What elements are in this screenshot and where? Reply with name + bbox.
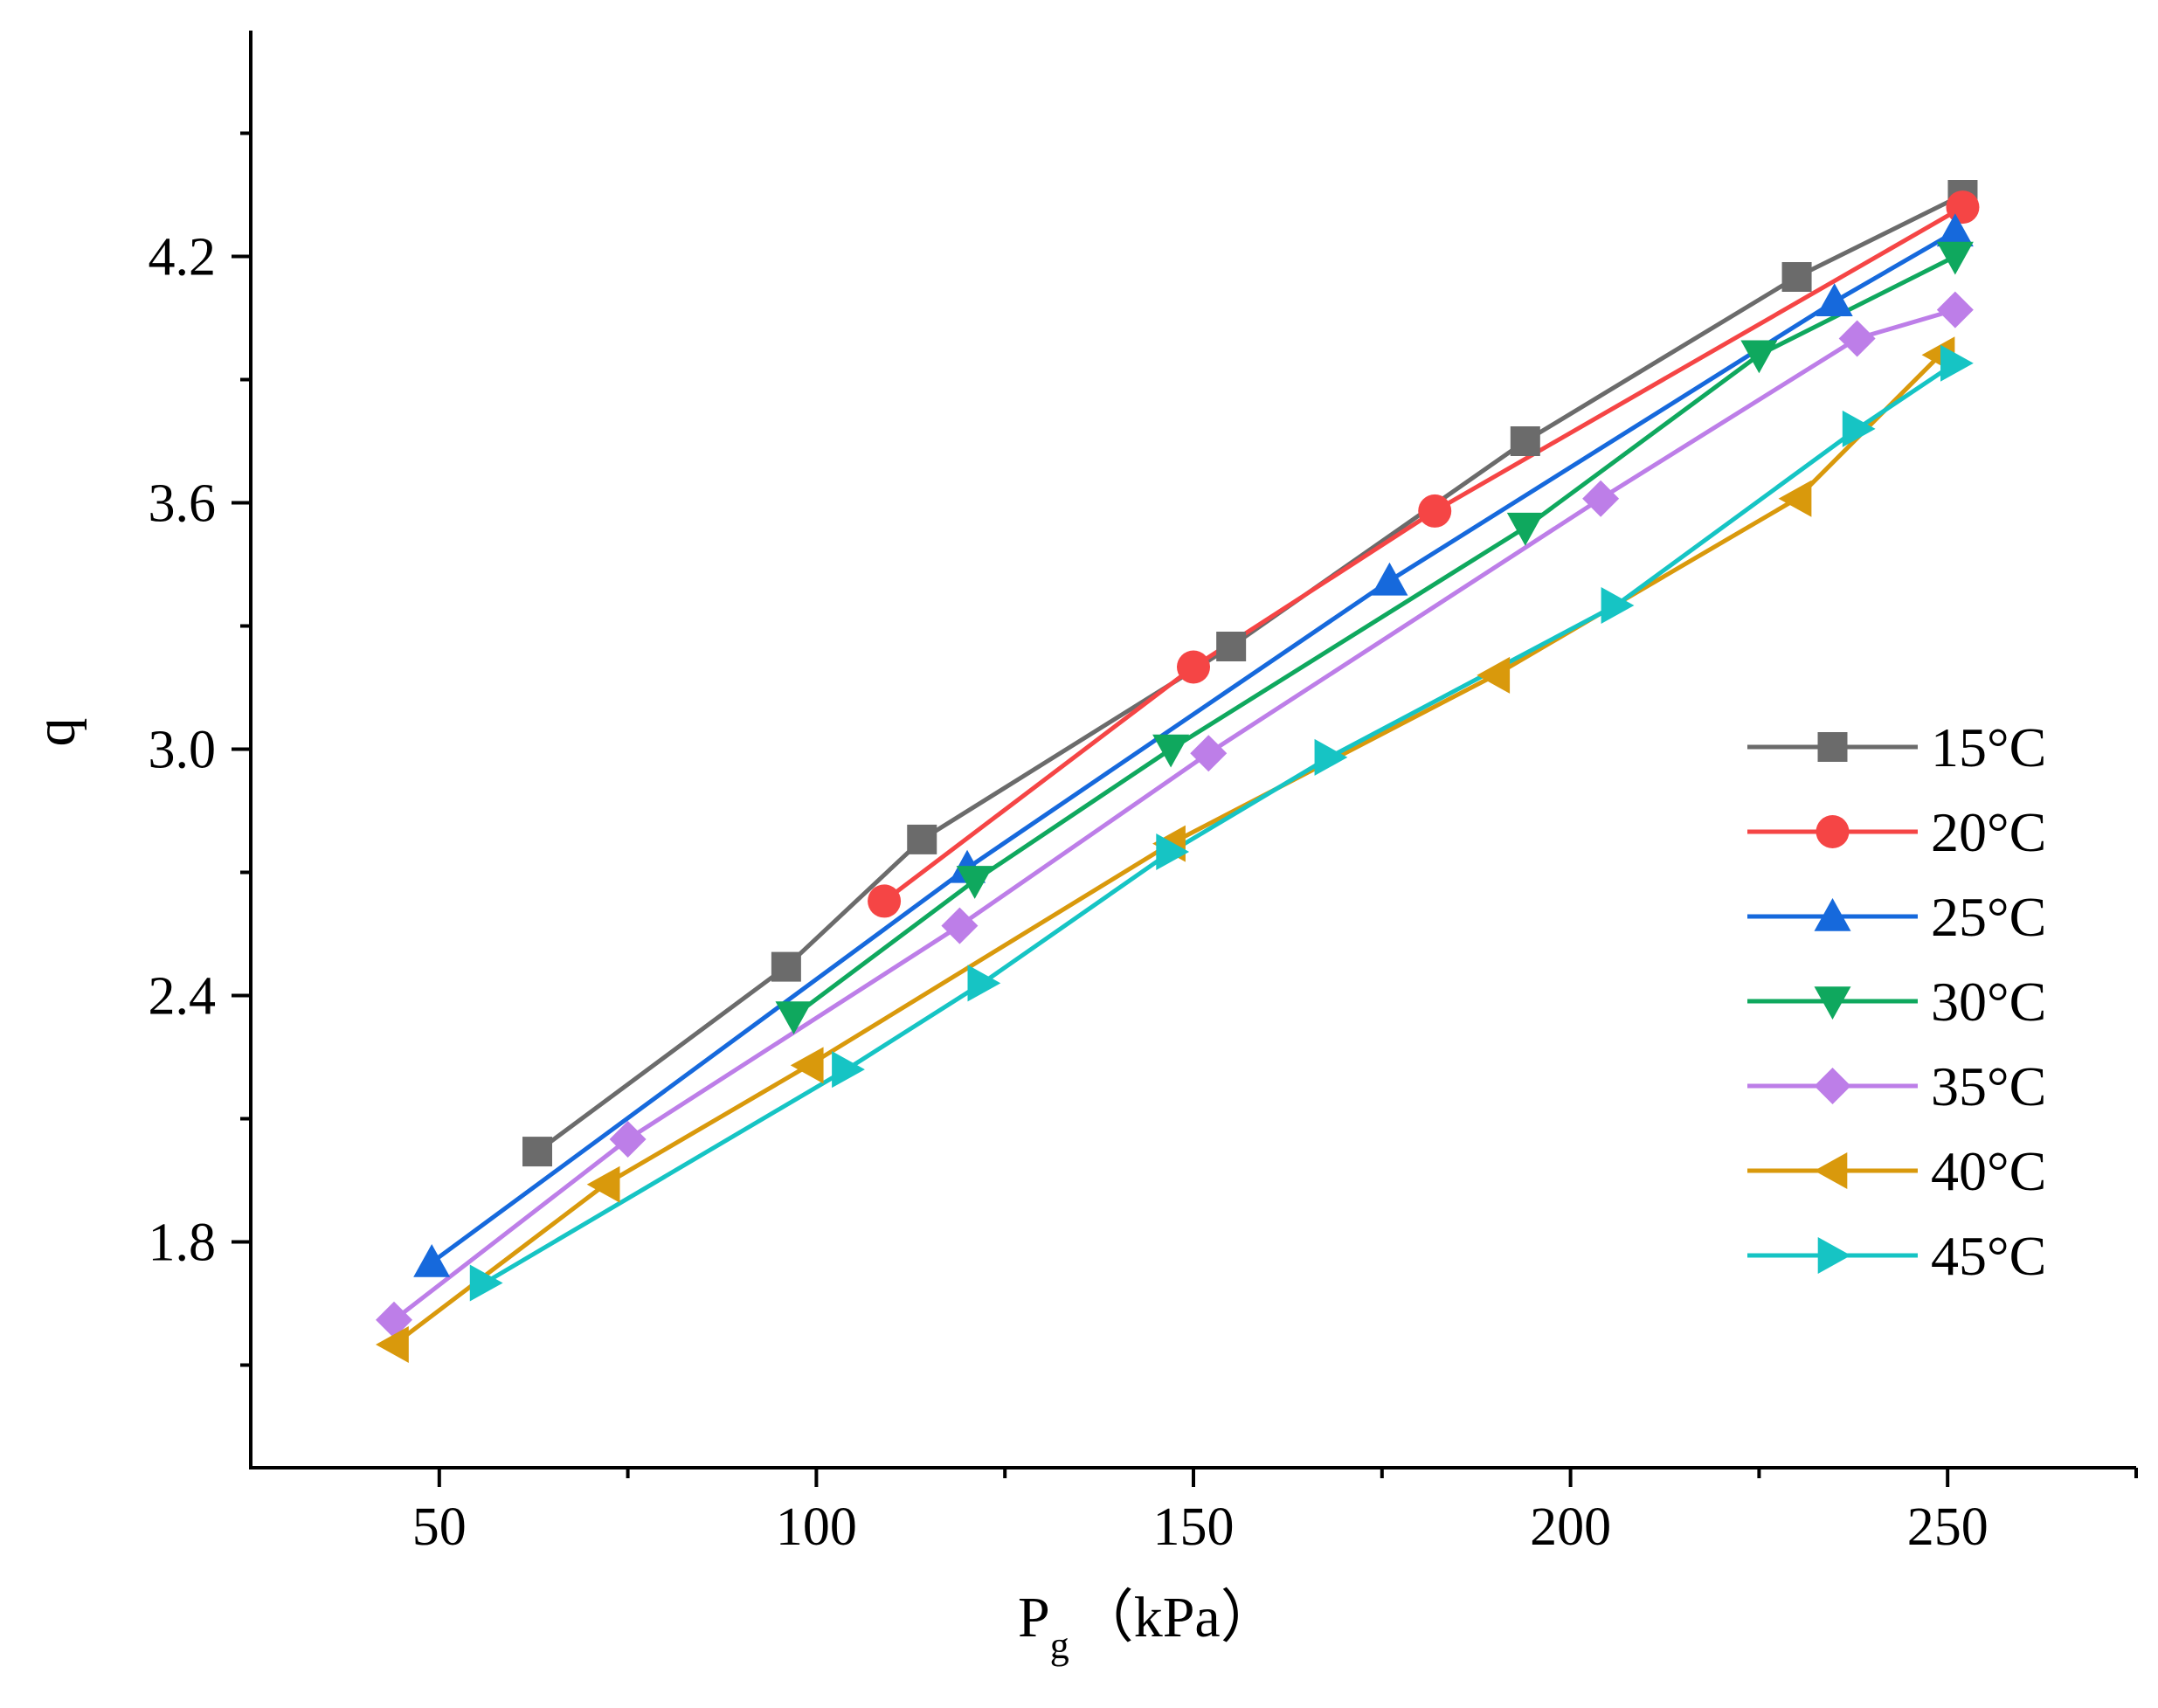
data-point-15c: [771, 951, 801, 982]
data-point-45c: [832, 1051, 865, 1089]
data-point-15c: [907, 824, 937, 854]
data-point-45c: [1940, 344, 1974, 382]
data-point-40c: [790, 1047, 824, 1084]
legend-item: 40°C: [1747, 1140, 2046, 1202]
legend-item: 25°C: [1747, 886, 2046, 948]
legend: 15°C 20°C 25°C 30°C 35°C 40°C 45°C: [1747, 716, 2046, 1287]
data-point-30c: [1506, 512, 1544, 546]
legend-item: 30°C: [1747, 971, 2046, 1033]
data-point-35c: [1838, 320, 1876, 357]
series-lines: [392, 192, 1964, 1346]
y-tick-label: 3.0: [149, 721, 217, 780]
y-axis-title: q: [24, 718, 87, 747]
data-point-35c: [941, 907, 979, 944]
legend-label: 45°C: [1931, 1225, 2046, 1287]
data-point-25c: [1816, 283, 1853, 316]
legend-item: 45°C: [1747, 1225, 2046, 1287]
x-tick-label: 100: [776, 1497, 857, 1557]
data-point-30c: [956, 866, 993, 899]
x-axis-title-subscript: g: [1050, 1624, 1069, 1667]
data-point-40c: [376, 1326, 409, 1363]
data-point-30c: [1152, 734, 1190, 768]
data-point-15c: [522, 1137, 553, 1167]
data-point-25c: [1936, 213, 1974, 247]
data-point-20c: [868, 884, 902, 918]
legend-swatch-marker: [1814, 1068, 1851, 1104]
legend-item: 15°C: [1747, 716, 2046, 778]
x-axis-title-unit: （kPa）: [1076, 1586, 1278, 1649]
data-point-40c: [1477, 656, 1511, 694]
legend-item: 35°C: [1747, 1055, 2046, 1117]
data-point-45c: [1314, 738, 1348, 776]
data-point-30c: [1740, 340, 1778, 374]
data-point-20c: [1177, 650, 1210, 684]
data-point-20c: [1946, 190, 1980, 225]
y-tick-label: 3.6: [149, 474, 217, 534]
x-tick-label: 250: [1907, 1497, 1989, 1557]
data-point-45c: [469, 1264, 503, 1302]
series-line-20c: [882, 204, 1964, 903]
data-point-45c: [1156, 833, 1190, 870]
series-line-35c: [392, 308, 1956, 1322]
data-point-30c: [775, 1001, 813, 1034]
legend-swatch-marker: [1814, 898, 1851, 931]
data-point-15c: [1216, 632, 1247, 661]
data-point-25c: [413, 1244, 451, 1277]
x-tick-label: 50: [412, 1497, 467, 1557]
legend-item: 20°C: [1747, 801, 2046, 863]
series-line-30c: [792, 254, 1956, 1019]
legend-swatch-marker: [1817, 732, 1848, 762]
legend-swatch-marker: [1814, 1152, 1848, 1189]
data-point-40c: [1778, 480, 1812, 517]
data-point-20c: [1418, 494, 1452, 528]
data-point-40c: [586, 1165, 620, 1203]
legend-label: 25°C: [1931, 886, 2046, 948]
x-tick-label: 200: [1530, 1497, 1611, 1557]
data-point-15c: [1510, 426, 1540, 456]
data-point-45c: [1601, 587, 1635, 624]
data-point-35c: [1936, 291, 1974, 328]
x-tick-label: 150: [1153, 1497, 1235, 1557]
legend-label: 35°C: [1931, 1055, 2046, 1117]
x-axis-title: Pg （kPa）: [1018, 1586, 1278, 1667]
data-point-35c: [376, 1301, 413, 1338]
series-markers: [376, 180, 1980, 1363]
legend-swatch-marker: [1814, 986, 1851, 1020]
series-line-25c: [430, 230, 1957, 1265]
x-axis-title-main: P: [1018, 1586, 1050, 1649]
data-point-45c: [967, 965, 1001, 1002]
data-point-35c: [1582, 480, 1620, 517]
legend-swatch-marker: [1816, 815, 1850, 848]
legend-label: 20°C: [1931, 801, 2046, 863]
legend-label: 15°C: [1931, 716, 2046, 778]
data-point-35c: [1190, 735, 1228, 772]
data-point-45c: [1842, 410, 1876, 447]
x-axis-ticks: 50 100 150 200 250: [412, 1468, 2138, 1557]
data-point-35c: [609, 1121, 647, 1158]
legend-label: 30°C: [1931, 971, 2046, 1033]
legend-swatch-marker: [1817, 1237, 1851, 1274]
y-axis-ticks: 1.8 2.4 3.0 3.6 4.2: [149, 131, 251, 1367]
y-tick-label: 2.4: [149, 967, 217, 1027]
data-point-25c: [1371, 562, 1408, 596]
y-tick-label: 4.2: [149, 228, 217, 287]
y-tick-label: 1.8: [149, 1214, 217, 1273]
data-point-30c: [1936, 241, 1974, 275]
legend-label: 40°C: [1931, 1140, 2046, 1202]
series-line-45c: [483, 361, 1957, 1285]
data-point-15c: [1781, 262, 1812, 292]
